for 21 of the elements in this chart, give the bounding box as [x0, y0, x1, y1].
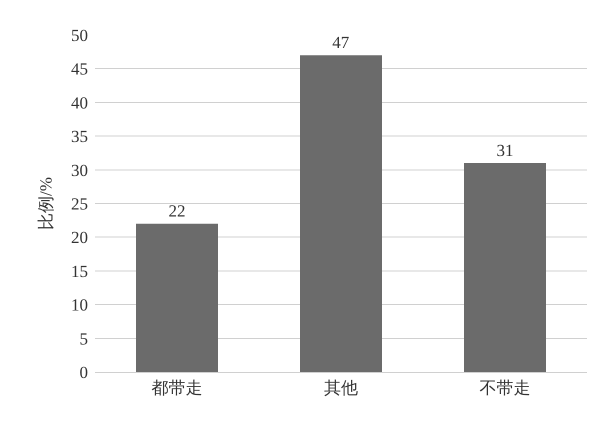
y-tick-label: 40 [71, 93, 88, 112]
bar [300, 55, 382, 372]
data-label: 47 [332, 33, 350, 52]
y-tick-label: 5 [80, 329, 88, 348]
y-tick-label: 50 [71, 26, 88, 45]
y-tick-label: 20 [71, 228, 88, 248]
y-tick-label: 15 [71, 262, 88, 281]
bar [464, 163, 546, 372]
data-label: 31 [496, 141, 514, 160]
y-tick-label: 10 [71, 296, 88, 315]
x-tick-label: 其他 [324, 378, 358, 398]
x-tick-label: 都带走 [152, 378, 202, 398]
y-tick-label: 30 [71, 160, 88, 180]
x-tick-label: 不带走 [480, 378, 530, 398]
bar [136, 224, 218, 372]
y-tick-label: 25 [71, 194, 88, 214]
y-axis-title: 比例/% [36, 177, 56, 230]
y-tick-label: 0 [80, 362, 88, 382]
y-tick-label: 35 [71, 127, 88, 146]
data-label: 22 [168, 202, 186, 221]
y-tick-label: 45 [71, 60, 88, 79]
